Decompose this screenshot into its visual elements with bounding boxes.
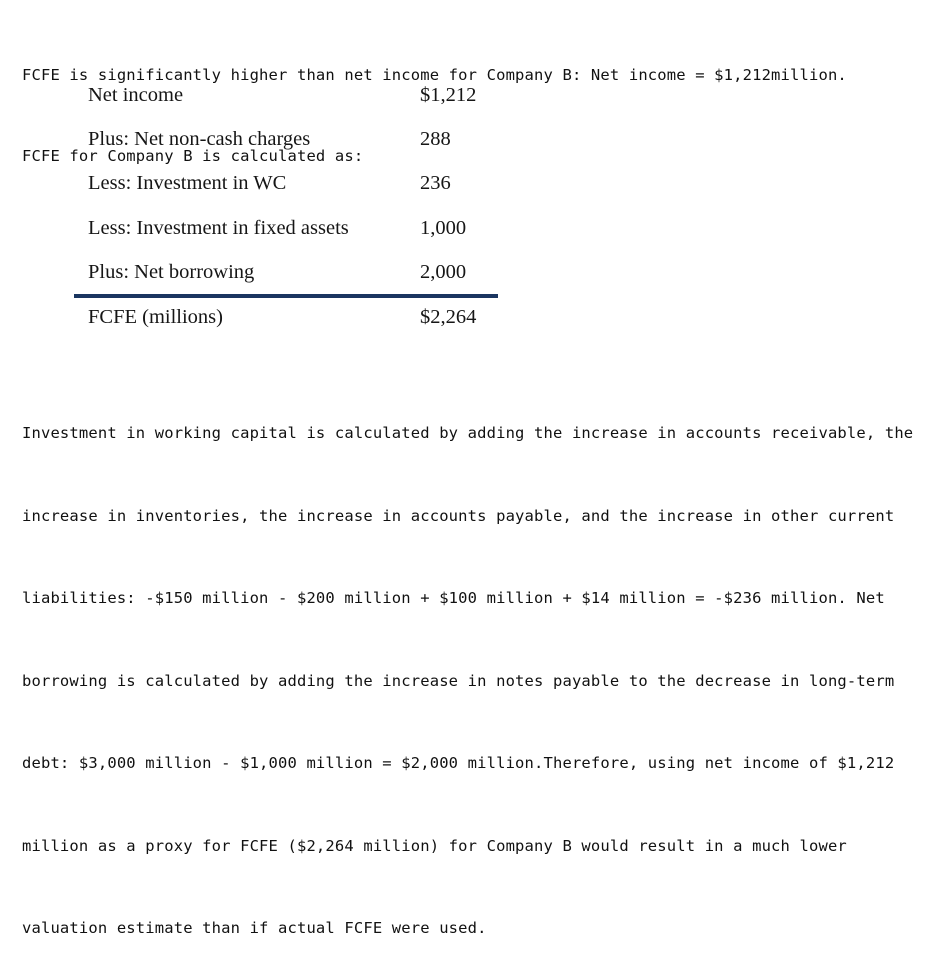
total-value: $2,264	[420, 306, 477, 328]
row-label: Net income	[88, 84, 184, 106]
explanation-line: million as a proxy for FCFE ($2,264 mill…	[22, 836, 847, 855]
row-label: Less: Investment in fixed assets	[88, 216, 349, 239]
total-row: FCFE (millions) $2,264	[74, 300, 498, 340]
table-row: Less: Investment in fixed assets 1,000	[74, 207, 498, 251]
row-value: 288	[420, 128, 451, 151]
row-value: 2,000	[420, 260, 467, 283]
explanation-line: increase in inventories, the increase in…	[22, 506, 895, 525]
table-row: Less: Investment in WC 236	[74, 162, 498, 206]
row-value: 236	[420, 172, 451, 195]
explanation-line: borrowing is calculated by adding the in…	[22, 671, 895, 690]
intro-line: FCFE is significantly higher than net in…	[22, 66, 847, 84]
total-label: FCFE (millions)	[88, 306, 223, 328]
explanation-line: debt: $3,000 million - $1,000 million = …	[22, 754, 895, 772]
row-value: 1,000	[420, 216, 467, 239]
fcfe-calculation-table: Net income $1,212 Plus: Net non-cash cha…	[74, 74, 498, 328]
explanation-paragraph: Investment in working capital is calcula…	[22, 365, 914, 970]
table-row: Plus: Net borrowing 2,000	[74, 251, 498, 295]
explanation-line: liabilities: -$150 million - $200 millio…	[22, 589, 885, 607]
intro-line: FCFE for Company B is calculated as:	[22, 147, 364, 165]
table-row: Net income $1,212	[74, 74, 498, 118]
row-value: $1,212	[420, 84, 477, 106]
intro-paragraph: FCFE is significantly higher than net in…	[22, 8, 847, 197]
row-label: Plus: Net non-cash charges	[88, 128, 311, 151]
row-label: Less: Investment in WC	[88, 172, 287, 195]
explanation-line: Investment in working capital is calcula…	[22, 424, 914, 442]
row-label: Plus: Net borrowing	[88, 260, 255, 283]
explanation-line: valuation estimate than if actual FCFE w…	[22, 919, 487, 937]
table-row: Plus: Net non-cash charges 288	[74, 118, 498, 162]
total-divider	[74, 294, 498, 298]
